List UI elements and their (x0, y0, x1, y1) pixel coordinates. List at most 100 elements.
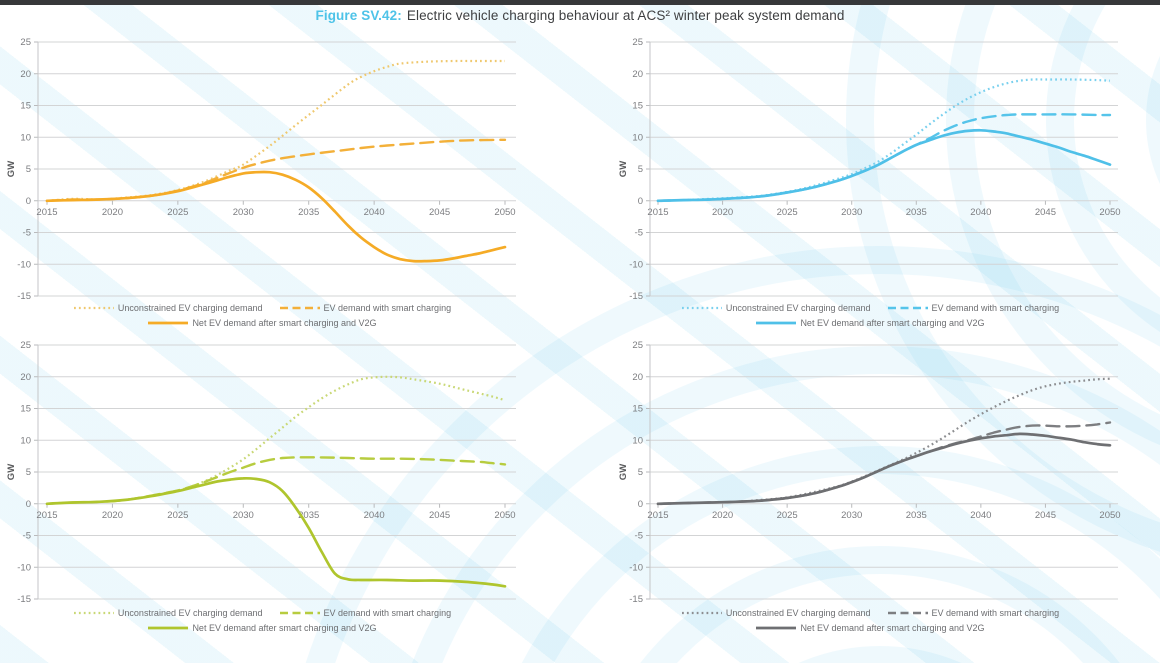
y-tick-label: -15 (17, 291, 31, 302)
y-tick-label: -10 (17, 259, 31, 270)
legend-swatch-solid (148, 626, 189, 629)
x-tick-label: 2050 (494, 510, 515, 521)
legend-label: Unconstrained EV charging demand (117, 607, 263, 618)
legend-swatch-dotted (73, 611, 114, 614)
y-tick-label: 5 (638, 467, 643, 478)
y-tick-label: 15 (20, 101, 31, 112)
x-tick-label: 2030 (233, 510, 254, 521)
legend-row: Net EV demand after smart charging and V… (755, 621, 985, 634)
legend-item: Net EV demand after smart charging and V… (147, 317, 377, 328)
x-tick-label: 2035 (906, 510, 927, 521)
series-line-dashed (45, 456, 507, 505)
y-tick-label: 25 (20, 340, 31, 351)
series-line-dotted (657, 78, 1111, 202)
x-tick-label: 2050 (494, 207, 515, 218)
y-tick-label: 5 (638, 164, 643, 175)
x-tick-label: 2040 (364, 510, 385, 521)
x-tick-label: 2025 (777, 207, 798, 218)
legend-item: Net EV demand after smart charging and V… (755, 317, 985, 328)
y-tick-label: -15 (629, 594, 643, 605)
x-tick-label: 2015 (647, 207, 668, 218)
x-tick-label: 2050 (1099, 510, 1120, 521)
legend-swatch-dashed (279, 611, 320, 614)
x-tick-label: 2015 (36, 207, 57, 218)
x-tick-label: 2020 (712, 510, 733, 521)
y-tick-label: 25 (20, 37, 31, 48)
legend-label: EV demand with smart charging (323, 607, 452, 618)
legend-swatch-dashed (887, 611, 928, 614)
legend-row: Unconstrained EV charging demand EV deman… (681, 301, 1059, 314)
y-axis-title: GW (6, 161, 17, 177)
series-line-dotted (657, 377, 1111, 505)
legend-item: EV demand with smart charging (279, 302, 452, 313)
legend-label: Net EV demand after smart charging and V… (800, 622, 985, 633)
x-tick-label: 2015 (36, 510, 57, 521)
y-tick-label: -5 (23, 228, 31, 239)
series-line-dotted (46, 59, 505, 202)
y-axis-title: GW (6, 464, 17, 480)
x-tick-label: 2030 (841, 510, 862, 521)
x-tick-label: 2030 (233, 207, 254, 218)
legend-label: Unconstrained EV charging demand (725, 607, 871, 618)
x-tick-label: 2040 (970, 207, 991, 218)
series-line-solid (45, 170, 507, 263)
x-tick-label: 2045 (1035, 510, 1056, 521)
legend-row: Unconstrained EV charging demand EV deman… (681, 606, 1059, 619)
legend-label: EV demand with smart charging (323, 302, 452, 313)
y-tick-label: -15 (17, 594, 31, 605)
legend-item: Net EV demand after smart charging and V… (147, 623, 377, 633)
series-line-dashed (656, 113, 1112, 202)
x-tick-label: 2030 (841, 207, 862, 218)
x-tick-label: 2025 (167, 207, 188, 218)
legend-swatch-dashed (887, 306, 928, 309)
y-tick-label: 5 (26, 467, 31, 478)
legend-item: EV demand with smart charging (279, 607, 452, 618)
legend-row: Net EV demand after smart charging and V… (755, 316, 985, 329)
y-tick-label: 10 (20, 435, 31, 446)
legend-swatch-dashed (279, 306, 320, 309)
x-tick-label: 2035 (906, 207, 927, 218)
y-tick-label: 20 (632, 372, 643, 383)
legend-item: Net EV demand after smart charging and V… (755, 622, 985, 633)
legend-swatch-dotted (681, 306, 722, 309)
legend-item: Unconstrained EV charging demand (73, 608, 263, 618)
series-line-solid (656, 432, 1112, 506)
y-tick-label: 0 (638, 196, 643, 207)
y-tick-label: 20 (20, 69, 31, 80)
legend-swatch-solid (148, 321, 189, 324)
legend-item: Unconstrained EV charging demand (73, 303, 263, 313)
legend-item: EV demand with smart charging (887, 303, 1059, 313)
legend-swatch-solid (756, 626, 797, 629)
y-tick-label: -5 (635, 531, 643, 542)
y-tick-label: 0 (26, 499, 31, 510)
y-tick-label: 10 (20, 132, 31, 143)
legend-row: Net EV demand after smart charging and V… (147, 621, 377, 634)
legend-label: Net EV demand after smart charging and V… (192, 317, 377, 328)
x-tick-label: 2040 (970, 510, 991, 521)
legend-label: Unconstrained EV charging demand (725, 302, 871, 313)
y-tick-label: -5 (635, 228, 643, 239)
legend-item: Unconstrained EV charging demand (681, 608, 871, 618)
legend-swatch-dotted (681, 611, 722, 614)
chart-legend: Unconstrained EV charging demand EV deman… (8, 606, 516, 634)
legend-item: Unconstrained EV charging demand (681, 303, 871, 313)
y-tick-label: -10 (629, 562, 643, 573)
legend-swatch-dotted (73, 306, 114, 309)
x-tick-label: 2045 (1035, 207, 1056, 218)
figure-caption: Electric vehicle charging behaviour at A… (406, 8, 845, 23)
x-tick-label: 2025 (777, 510, 798, 521)
x-tick-label: 2025 (167, 510, 188, 521)
y-tick-label: 15 (632, 404, 643, 415)
figure-title: Figure SV.42: Electric vehicle charging b… (0, 8, 1160, 23)
series-line-dashed (45, 138, 507, 202)
legend-label: Unconstrained EV charging demand (117, 302, 263, 313)
legend-row: Net EV demand after smart charging and V… (147, 316, 377, 329)
y-tick-label: -10 (629, 259, 643, 270)
top-border-bar (0, 0, 1160, 5)
y-tick-label: 15 (20, 404, 31, 415)
x-tick-label: 2020 (102, 510, 123, 521)
legend-label: Net EV demand after smart charging and V… (800, 317, 985, 328)
legend-label: EV demand with smart charging (931, 607, 1060, 618)
